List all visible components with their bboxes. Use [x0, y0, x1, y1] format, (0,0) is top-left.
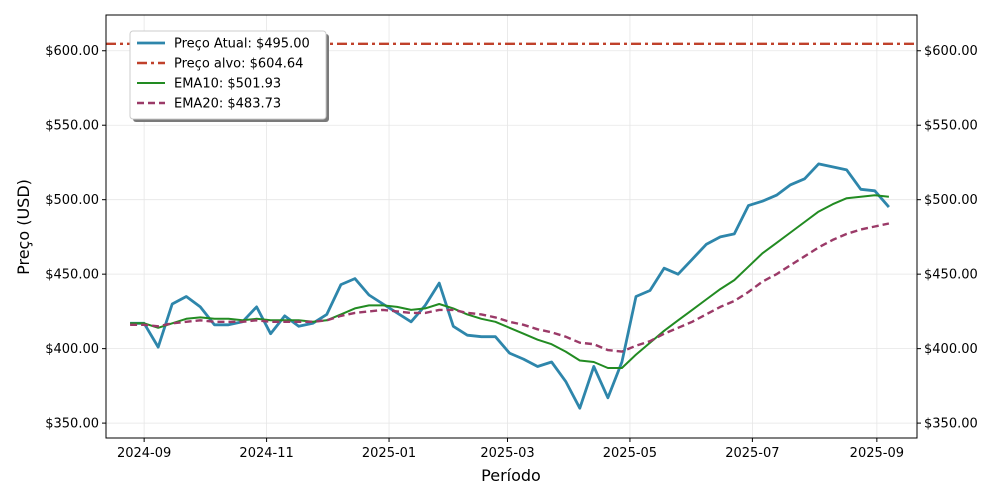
series-layer — [106, 42, 917, 410]
x-tick-label: 2025-09 — [850, 446, 904, 461]
y-tick-label-right: $550.00 — [924, 119, 978, 134]
y-tick-label-right: $400.00 — [924, 342, 978, 357]
series-line-ema20 — [130, 222, 890, 353]
plot-frame — [105, 14, 918, 439]
x-tick-label: 2024-09 — [117, 446, 171, 461]
legend: Preço Atual: $495.00 Preço alvo: $604.64 E… — [129, 30, 329, 122]
y-axis-label: Preço (USD) — [14, 179, 33, 275]
x-tick-label: 2024-11 — [239, 446, 293, 461]
y-tick-label-left: $600.00 — [45, 44, 99, 59]
legend-label-preco-alvo: Preço alvo: $604.64 — [174, 57, 303, 72]
y-tick-label-right: $600.00 — [924, 44, 978, 59]
legend-box — [129, 30, 327, 120]
x-axis-label: Período — [481, 466, 541, 485]
ticks-layer: $350.00 $350.00 $400.00 $400.00 $450.00 $450.… — [45, 44, 978, 461]
y-tick-label-right: $500.00 — [924, 193, 978, 208]
y-tick-label-left: $450.00 — [45, 268, 99, 283]
y-tick-label-left: $500.00 — [45, 193, 99, 208]
y-tick-label-left: $550.00 — [45, 119, 99, 134]
x-tick-label: 2025-03 — [480, 446, 534, 461]
y-tick-label-left: $350.00 — [45, 417, 99, 432]
legend-label-preco-atual: Preço Atual: $495.00 — [174, 37, 310, 52]
legend-entries: Preço Atual: $495.00 Preço alvo: $604.64 E… — [137, 37, 310, 112]
y-tick-label-right: $350.00 — [924, 417, 978, 432]
series-line-preco-atual — [130, 162, 890, 410]
x-tick-label: 2025-05 — [603, 446, 657, 461]
y-tick-label-left: $400.00 — [45, 342, 99, 357]
legend-label-ema10: EMA10: $501.93 — [174, 77, 281, 92]
x-tick-label: 2025-01 — [362, 446, 416, 461]
series-line-ema10 — [130, 194, 890, 369]
legend-label-ema20: EMA20: $483.73 — [174, 97, 281, 112]
y-tick-label-right: $450.00 — [924, 268, 978, 283]
x-tick-label: 2025-07 — [725, 446, 779, 461]
